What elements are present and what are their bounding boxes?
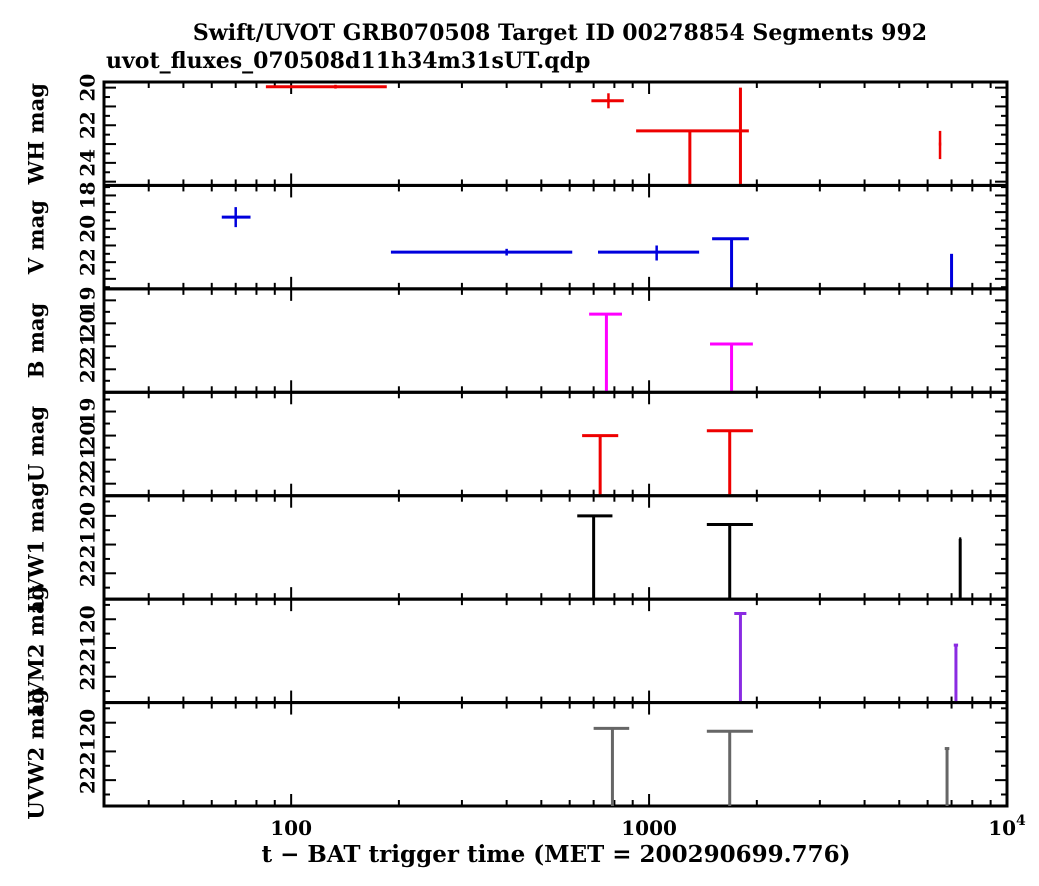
y-tick-label: 22 xyxy=(76,470,100,498)
panel-frame xyxy=(102,287,1009,394)
x-tick-exponent: 4 xyxy=(1016,813,1026,829)
data-point xyxy=(710,342,753,393)
y-tick-label: 21 xyxy=(76,737,100,765)
y-tick-label: 22 xyxy=(76,766,100,794)
y-axis-label-uvw1: UVW1 mag xyxy=(24,482,49,613)
panel-frame xyxy=(102,597,1009,705)
x-tick-label: 1000 xyxy=(621,816,677,840)
data-point xyxy=(591,93,624,109)
panel-frame xyxy=(102,390,1009,498)
data-point xyxy=(636,129,749,186)
data-point xyxy=(706,429,753,496)
y-axis-label-uvm2: UVM2 mag xyxy=(24,585,49,716)
x-tick-label: 100 xyxy=(270,816,312,840)
data-point xyxy=(734,612,747,703)
data-point xyxy=(712,237,749,289)
y-tick-label: 21 xyxy=(76,446,100,474)
panel-frame xyxy=(102,494,1009,601)
y-tick-label: 21 xyxy=(76,531,100,559)
panel-frame xyxy=(102,183,1009,291)
panel-frame xyxy=(102,701,1009,808)
y-tick-label: 20 xyxy=(76,422,100,450)
y-tick-label: 20 xyxy=(76,215,100,243)
y-tick-label: 21 xyxy=(76,332,100,360)
panel-wh: 20 22 24 WH mag xyxy=(24,74,1009,187)
data-point xyxy=(593,726,630,806)
y-tick-label: 20 xyxy=(76,605,100,633)
y-tick-label: 24 xyxy=(76,149,100,177)
y-axis-label-uvw2: UVW2 mag xyxy=(24,689,49,820)
chart-title: Swift/UVOT GRB070508 Target ID 00278854 … xyxy=(193,20,927,46)
y-tick-label: 22 xyxy=(76,355,100,383)
data-point xyxy=(589,312,622,393)
data-point xyxy=(221,207,251,228)
y-tick-label: 21 xyxy=(76,634,100,662)
y-tick-label: 18 xyxy=(76,182,100,210)
data-point xyxy=(598,245,700,261)
data-point xyxy=(938,130,942,160)
data-point xyxy=(577,514,613,600)
data-point xyxy=(706,522,753,600)
y-axis-label-wh: WH mag xyxy=(24,83,49,186)
data-point xyxy=(953,643,959,703)
chart-subtitle: uvot_fluxes_070508d11h34m31sUT.qdp xyxy=(106,48,590,74)
y-axis-label-u: U mag xyxy=(24,406,49,482)
data-point xyxy=(944,747,950,806)
data-point xyxy=(706,729,753,806)
y-tick-label: 22 xyxy=(76,248,100,276)
y-tick-label: 19 xyxy=(76,398,100,426)
data-point xyxy=(582,434,619,496)
x-axis-label: t − BAT trigger time (MET = 200290699.77… xyxy=(261,841,850,868)
y-axis-label-v: V mag xyxy=(24,200,49,275)
y-tick-label: 20 xyxy=(76,74,100,102)
data-point xyxy=(390,248,573,256)
panel-frame xyxy=(102,80,1009,187)
y-tick-label: 20 xyxy=(76,309,100,337)
y-tick-label: 20 xyxy=(76,709,100,737)
y-tick-label: 22 xyxy=(76,111,100,139)
y-tick-label: 22 xyxy=(76,663,100,691)
data-point xyxy=(265,84,387,89)
data-point xyxy=(958,537,962,600)
y-tick-label: 19 xyxy=(76,286,100,314)
x-axis: 100 1000 104 xyxy=(270,813,1026,840)
x-tick-label: 104 xyxy=(988,813,1026,840)
y-axis-label-b: B mag xyxy=(24,302,49,378)
y-tick-label: 22 xyxy=(76,559,100,587)
panel-v: 18 20 22 V mag xyxy=(24,182,1009,291)
y-tick-label: 20 xyxy=(76,502,100,530)
